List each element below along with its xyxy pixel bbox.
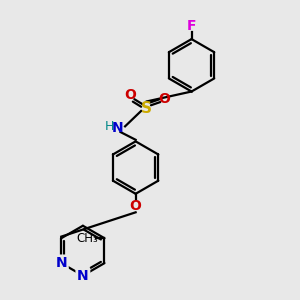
Text: CH₃: CH₃ — [76, 232, 98, 245]
Text: S: S — [141, 101, 152, 116]
Text: O: O — [158, 92, 170, 106]
Text: F: F — [187, 19, 196, 33]
Text: N: N — [56, 256, 67, 270]
Text: O: O — [124, 88, 136, 102]
Text: H: H — [104, 119, 114, 133]
Text: N: N — [77, 268, 89, 283]
Text: N: N — [112, 121, 124, 135]
Text: O: O — [130, 199, 142, 213]
